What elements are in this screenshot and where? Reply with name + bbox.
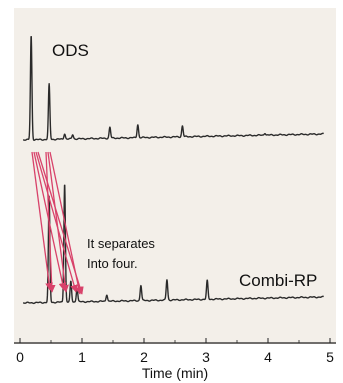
trace-ods: [22, 35, 325, 141]
separation-arrow: [47, 151, 69, 293]
x-axis: 0 1 2 3 4 5: [14, 338, 336, 365]
x-tick-label: 2: [140, 349, 148, 365]
trace-combi-rp: [22, 184, 325, 305]
x-tick-label: 5: [326, 349, 334, 365]
x-tick-label: 4: [264, 349, 272, 365]
series-label-ods: ODS: [52, 41, 89, 60]
separation-arrow: [49, 151, 83, 295]
series-label-combi-rp: Combi-RP: [239, 271, 317, 290]
x-tick-label: 3: [202, 349, 210, 365]
x-tick-label: 0: [16, 349, 24, 365]
annotation-line-2: Into four.: [87, 256, 138, 271]
separation-arrow: [45, 151, 56, 293]
x-tick-label: 1: [78, 349, 86, 365]
separation-arrow: [31, 151, 53, 291]
annotation-line-1: It separates: [87, 236, 155, 251]
separation-arrows: [31, 151, 84, 295]
chromatogram-traces: [22, 35, 325, 305]
x-axis-label: Time (min): [142, 365, 208, 381]
separation-arrow: [35, 151, 78, 293]
